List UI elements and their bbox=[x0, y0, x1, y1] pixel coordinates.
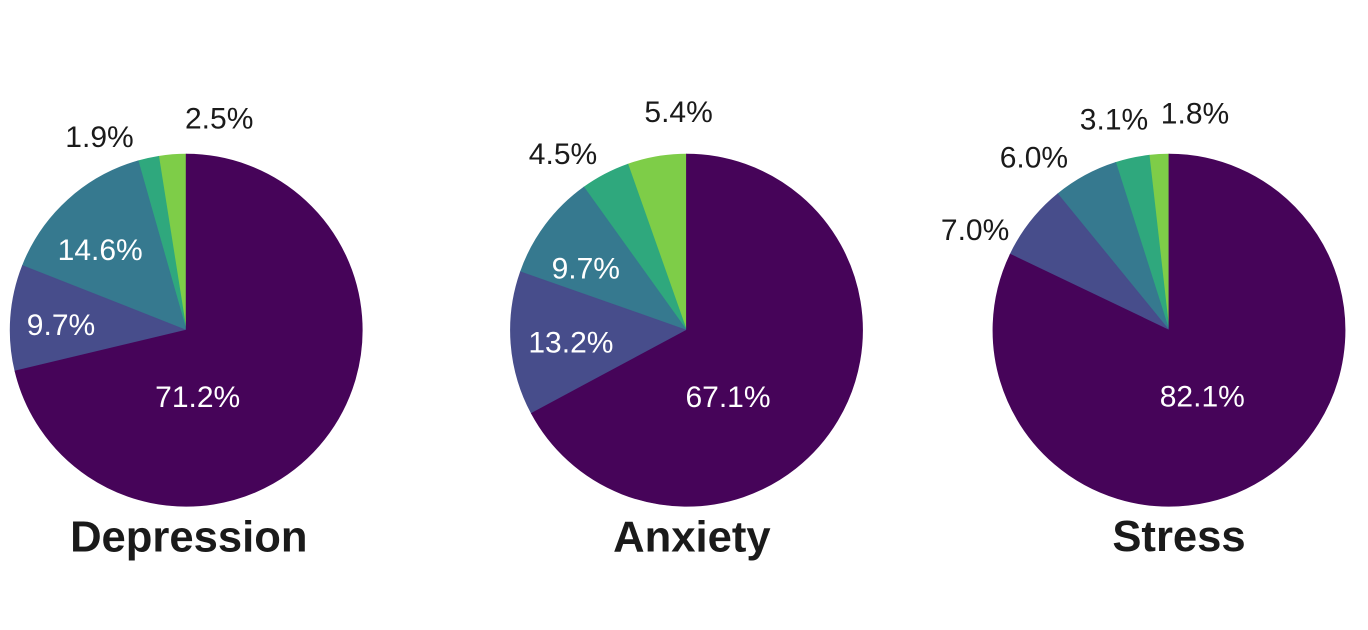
svg-text:14.6%: 14.6% bbox=[58, 234, 143, 267]
svg-text:9.7%: 9.7% bbox=[27, 309, 95, 342]
svg-text:71.2%: 71.2% bbox=[155, 381, 240, 414]
svg-text:6.0%: 6.0% bbox=[1000, 141, 1068, 174]
svg-text:13.2%: 13.2% bbox=[528, 327, 613, 360]
svg-text:4.5%: 4.5% bbox=[529, 138, 597, 171]
svg-text:2.5%: 2.5% bbox=[185, 103, 253, 136]
svg-text:Anxiety: Anxiety bbox=[613, 514, 771, 562]
svg-text:9.7%: 9.7% bbox=[552, 252, 620, 285]
svg-text:3.1%: 3.1% bbox=[1080, 104, 1148, 137]
svg-text:82.1%: 82.1% bbox=[1160, 380, 1245, 413]
svg-text:Depression: Depression bbox=[70, 514, 307, 562]
svg-text:7.0%: 7.0% bbox=[941, 214, 1009, 247]
svg-text:67.1%: 67.1% bbox=[685, 381, 770, 414]
svg-text:1.8%: 1.8% bbox=[1161, 98, 1229, 131]
svg-text:5.4%: 5.4% bbox=[644, 96, 712, 129]
svg-text:1.9%: 1.9% bbox=[65, 121, 133, 154]
svg-text:Stress: Stress bbox=[1112, 513, 1245, 561]
